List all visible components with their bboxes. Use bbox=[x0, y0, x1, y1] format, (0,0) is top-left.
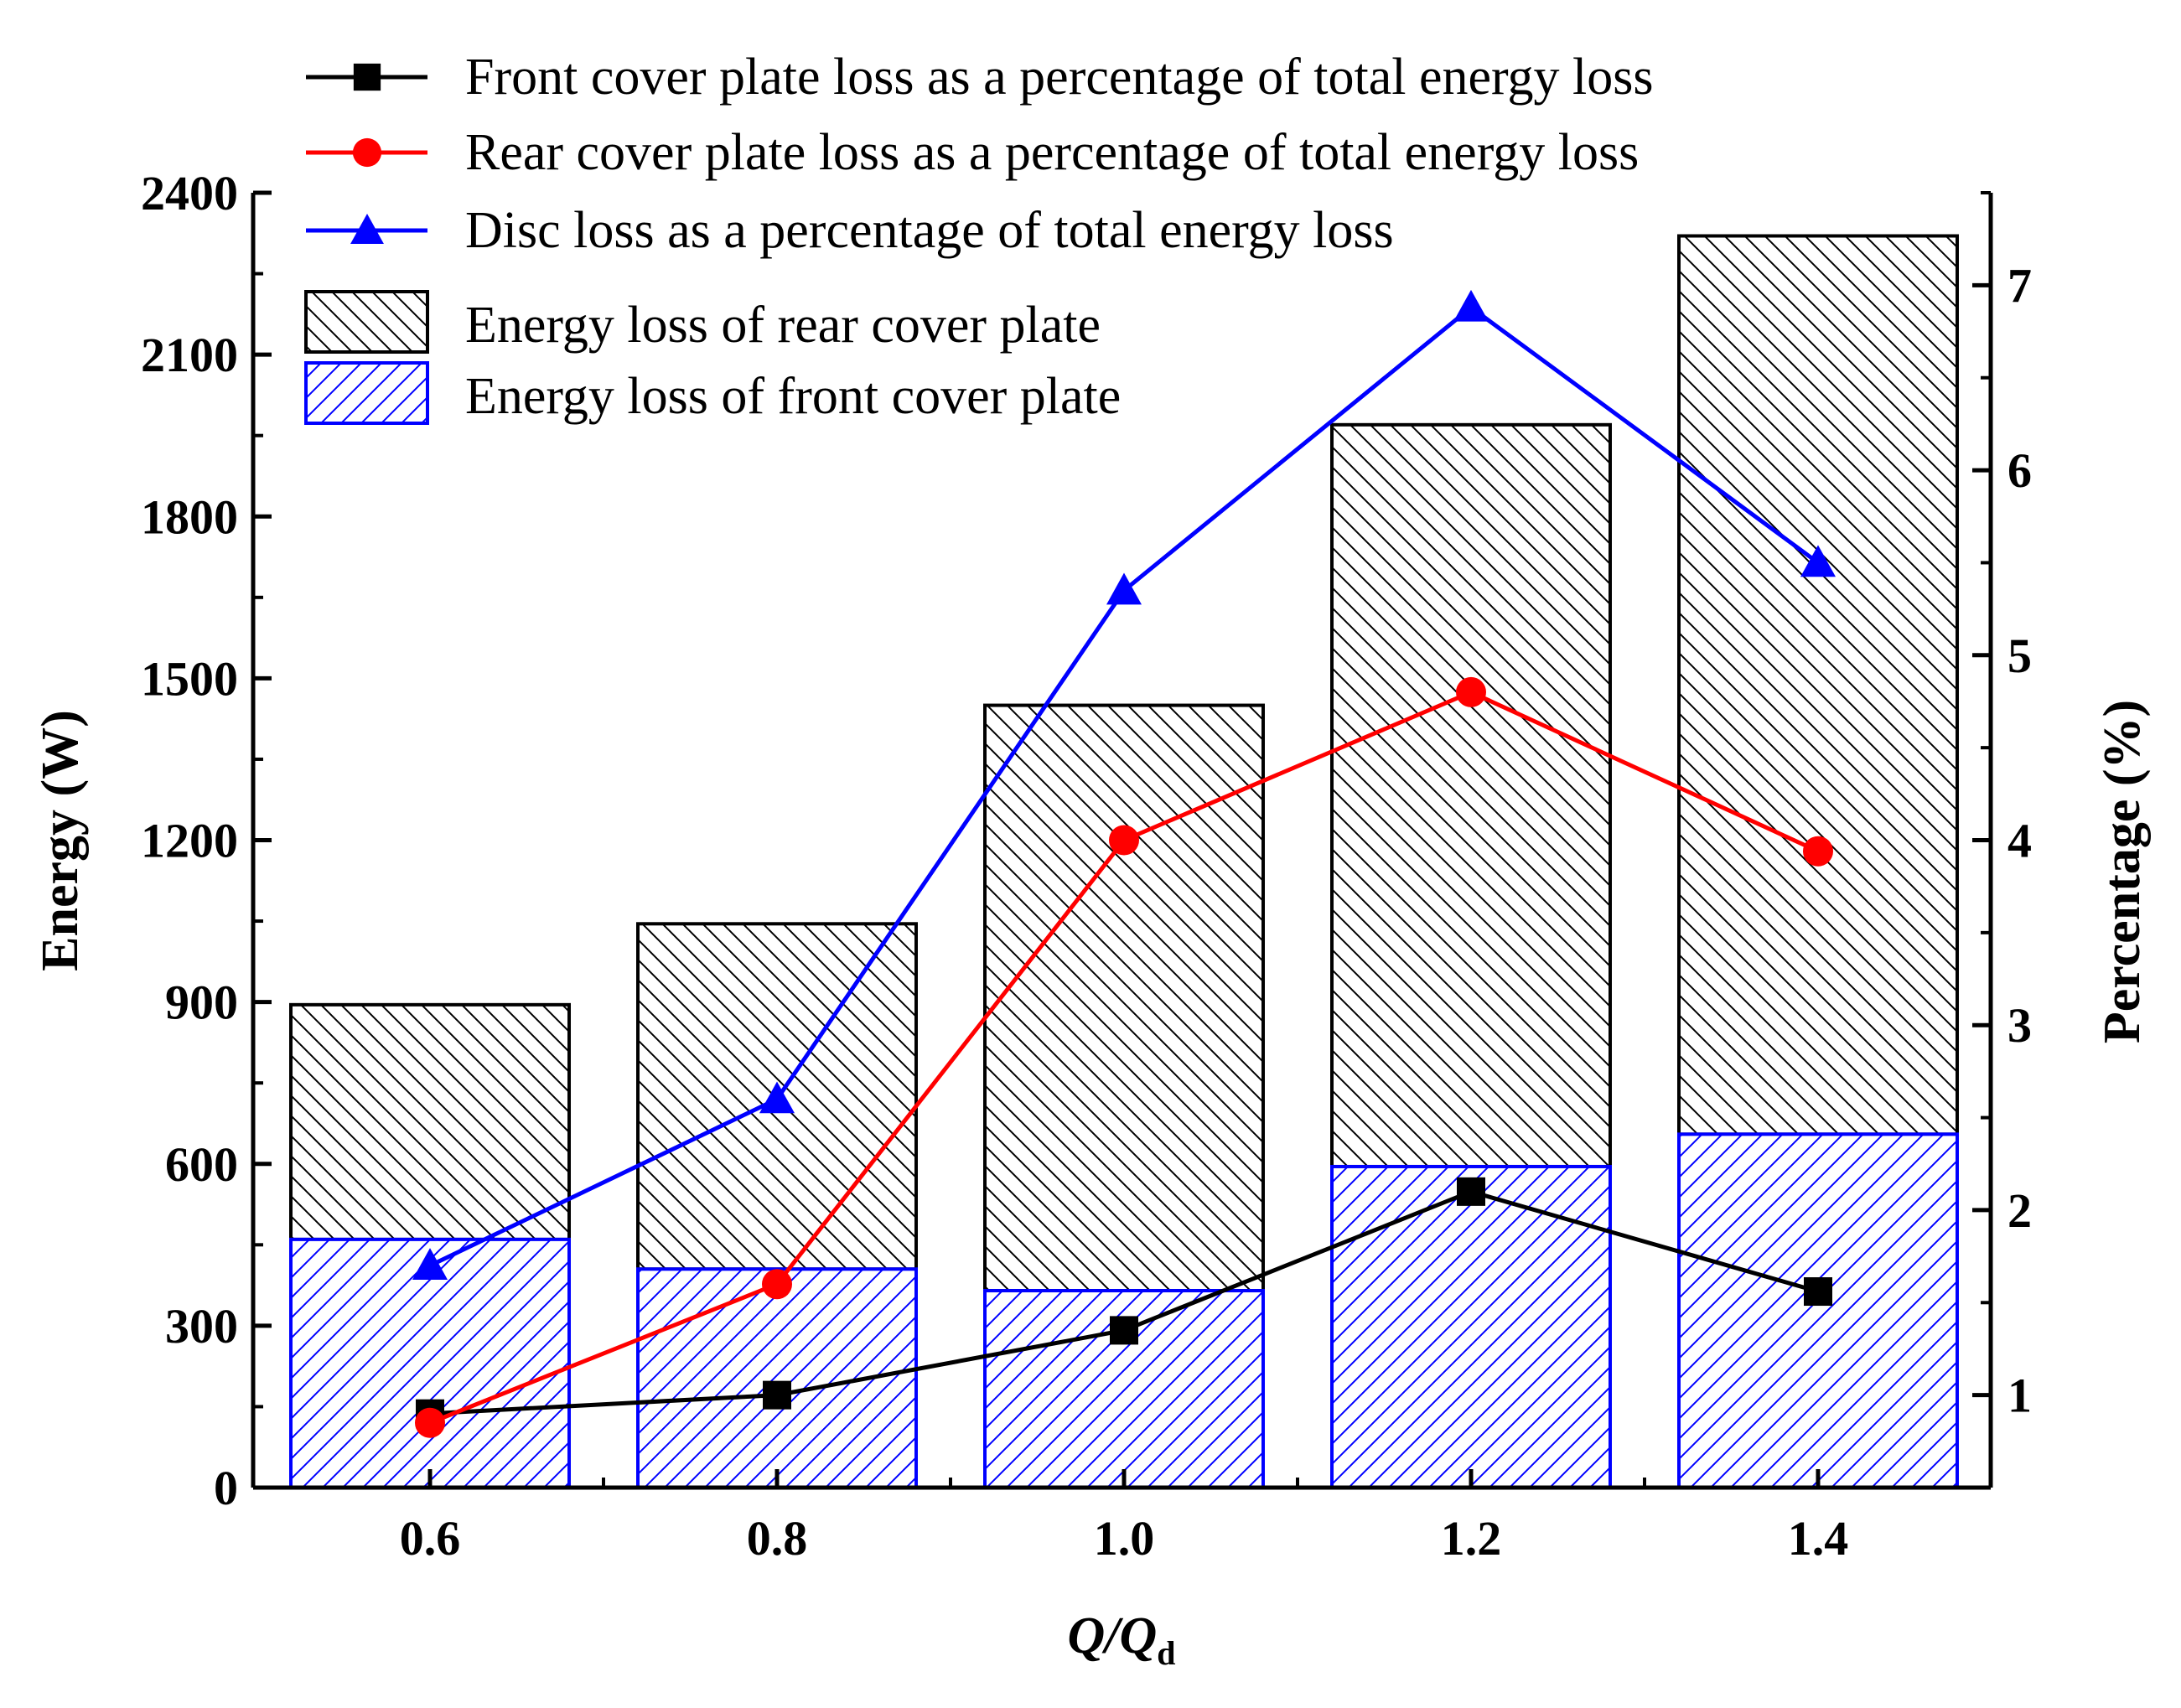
x-tick-label-1.0: 1.0 bbox=[1094, 1511, 1155, 1566]
bar-front-cover-1.2 bbox=[1330, 1164, 1612, 1489]
y2-axis-title: Percentage (%) bbox=[2094, 700, 2151, 1043]
axes-layer: 0 300 600 900 1200 1500 1800 2100 2400 1 2 3 4 5 6 7 0.6… bbox=[32, 166, 2151, 1672]
y-tick-label-1800: 1800 bbox=[141, 489, 238, 544]
y-axis-title: Energy (W) bbox=[32, 710, 89, 971]
y2-tick-label-5: 5 bbox=[2007, 629, 2032, 683]
legend-bar-swatch bbox=[304, 290, 429, 354]
point-front-cover-pct-1.2 bbox=[1457, 1177, 1485, 1206]
legend-item-3: Disc loss as a percentage of total energ… bbox=[306, 202, 1394, 259]
y-tick-label-0: 0 bbox=[214, 1461, 238, 1515]
bar-rear-cover-1.4 bbox=[1677, 234, 1959, 1136]
y-tick-label-300: 300 bbox=[165, 1299, 238, 1353]
bar-front-cover-0.6 bbox=[289, 1237, 571, 1489]
bar-rear-cover-0.6 bbox=[289, 1002, 571, 1241]
y-tick-label-1500: 1500 bbox=[141, 651, 238, 706]
point-rear-cover-pct-1.4 bbox=[1803, 836, 1833, 867]
point-disc-pct-0.6 bbox=[412, 1248, 448, 1280]
y2-tick-label-6: 6 bbox=[2007, 443, 2032, 498]
legend-item-5: Energy loss of front cover plate bbox=[304, 361, 1121, 425]
legend-item-4: Energy loss of rear cover plate bbox=[304, 290, 1101, 354]
point-front-cover-pct-1.4 bbox=[1804, 1277, 1832, 1307]
legend-marker bbox=[350, 214, 384, 244]
point-front-cover-pct-1.0 bbox=[1110, 1316, 1138, 1345]
x-tick-label-0.6: 0.6 bbox=[400, 1511, 461, 1566]
point-front-cover-pct-0.8 bbox=[763, 1380, 791, 1410]
y2-tick-label-1: 1 bbox=[2007, 1369, 2032, 1423]
y-tick-label-900: 900 bbox=[165, 976, 238, 1030]
point-disc-pct-0.8 bbox=[759, 1081, 795, 1114]
legend-marker bbox=[352, 137, 382, 168]
y-tick-label-600: 600 bbox=[165, 1137, 238, 1192]
y-tick-label-2400: 2400 bbox=[141, 166, 238, 220]
x-tick-label-1.4: 1.4 bbox=[1788, 1511, 1849, 1566]
legend-label: Front cover plate loss as a percentage o… bbox=[465, 49, 1654, 106]
legend-label: Disc loss as a percentage of total energ… bbox=[465, 202, 1394, 259]
x-tick-label-1.2: 1.2 bbox=[1441, 1511, 1502, 1566]
legend-label: Energy loss of front cover plate bbox=[465, 368, 1121, 425]
bar-front-cover-1.4 bbox=[1677, 1132, 1959, 1489]
point-disc-pct-1.4 bbox=[1800, 545, 1836, 577]
legend-bar-swatch bbox=[304, 361, 429, 425]
point-disc-pct-1.0 bbox=[1106, 572, 1142, 605]
legend-label: Rear cover plate loss as a percentage of… bbox=[465, 124, 1639, 181]
bar-rear-cover-1.0 bbox=[983, 703, 1265, 1293]
y2-tick-label-4: 4 bbox=[2007, 814, 2032, 868]
y2-tick-label-3: 3 bbox=[2007, 998, 2032, 1053]
y2-tick-label-7: 7 bbox=[2007, 258, 2032, 313]
x-tick-label-0.8: 0.8 bbox=[747, 1511, 808, 1566]
point-disc-pct-1.2 bbox=[1453, 289, 1489, 322]
legend-item-1: Front cover plate loss as a percentage o… bbox=[306, 49, 1654, 106]
bar-rear-cover-1.2 bbox=[1330, 422, 1612, 1168]
y2-tick-label-2: 2 bbox=[2007, 1183, 2032, 1238]
legend-label: Energy loss of rear cover plate bbox=[465, 297, 1101, 354]
legend: Front cover plate loss as a percentage o… bbox=[304, 49, 1654, 425]
point-rear-cover-pct-1.2 bbox=[1456, 676, 1486, 707]
x-axis-title: Q/Qd bbox=[1067, 1607, 1175, 1672]
legend-marker bbox=[353, 63, 381, 91]
point-rear-cover-pct-0.8 bbox=[762, 1269, 792, 1300]
lines-layer bbox=[412, 289, 1836, 1438]
legend-item-2: Rear cover plate loss as a percentage of… bbox=[306, 124, 1639, 181]
point-rear-cover-pct-1.0 bbox=[1109, 825, 1139, 856]
y-tick-label-2100: 2100 bbox=[141, 328, 238, 382]
point-rear-cover-pct-0.6 bbox=[415, 1407, 445, 1438]
y-tick-label-1200: 1200 bbox=[141, 814, 238, 868]
